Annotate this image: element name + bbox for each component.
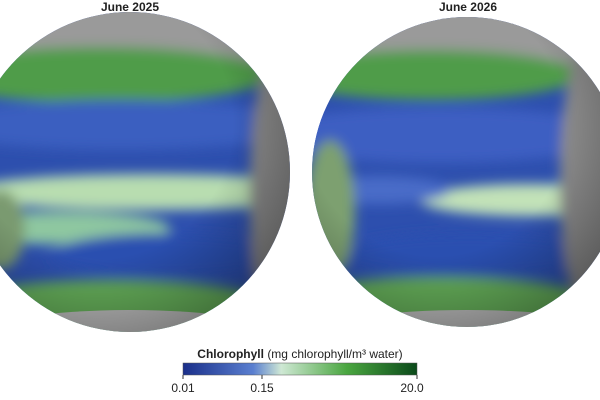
legend-unit: (mg chlorophyll/m³ water) <box>267 347 402 361</box>
legend-label: Chlorophyll <box>197 347 264 361</box>
globe-2025 <box>0 12 290 332</box>
legend-title: Chlorophyll (mg chlorophyll/m³ water) <box>197 347 402 361</box>
panel-title: June 2025 <box>101 0 159 14</box>
colorbar-tick-label: 20.0 <box>400 381 424 395</box>
colorbar <box>182 362 418 376</box>
colorbar-tick-label: 0.15 <box>250 381 274 395</box>
panel-title: June 2026 <box>439 0 497 14</box>
colorbar-tick-label: 0.01 <box>171 381 195 395</box>
globe-2026 <box>312 17 600 327</box>
